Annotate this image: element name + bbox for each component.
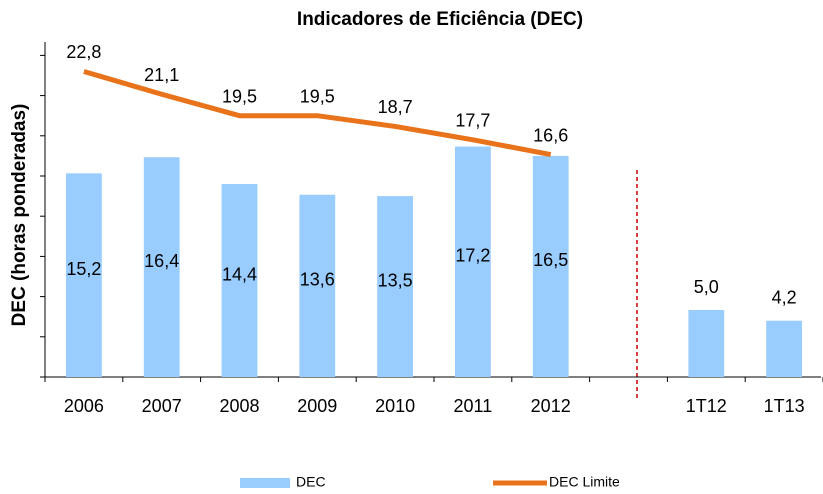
bar-value-label: 13,6 [300,270,335,290]
bar-value-label: 5,0 [694,277,719,297]
bar-value-label: 16,4 [144,251,179,271]
line-value-label: 17,7 [455,111,490,131]
bar [221,184,258,377]
x-tick-label: 2007 [142,396,182,416]
bar [532,155,569,377]
bar [299,194,336,377]
line-value-label: 21,1 [144,65,179,85]
line-value-label: 16,6 [533,125,568,145]
bar-value-label: 16,5 [533,250,568,270]
chart-title: Indicadores de Eficiência (DEC) [297,9,583,30]
legend-label: DEC Limite [549,474,620,490]
bar [377,196,413,377]
x-tick-label: 1T12 [686,396,727,416]
line [83,69,552,158]
bar-value-label: 15,2 [66,259,101,279]
bar [143,157,180,377]
x-tick-label: 2012 [531,396,571,416]
bar-value-label: 17,2 [455,246,490,266]
line-value-label: 19,5 [222,86,257,106]
y-axis-label: DEC (horas ponderadas) [9,104,30,327]
x-tick-label: 1T13 [764,396,805,416]
legend-label: DEC [296,474,326,490]
x-tick-label: 2006 [64,396,104,416]
x-tick-label: 2008 [219,396,259,416]
bar-value-label: 14,4 [222,264,257,284]
legend-swatch [240,478,290,488]
bar-value-label: 13,5 [378,270,413,290]
line-value-label: 22,8 [66,42,101,62]
bar [766,320,802,377]
bar-value-label: 4,2 [772,287,797,307]
x-tick-label: 2010 [375,396,415,416]
bar [66,173,102,377]
line-value-label: 19,5 [300,86,335,106]
x-tick-label: 2009 [297,396,337,416]
line-value-label: 18,7 [378,97,413,117]
bar [455,146,491,377]
bar [688,310,725,377]
x-tick-label: 2011 [454,396,493,416]
